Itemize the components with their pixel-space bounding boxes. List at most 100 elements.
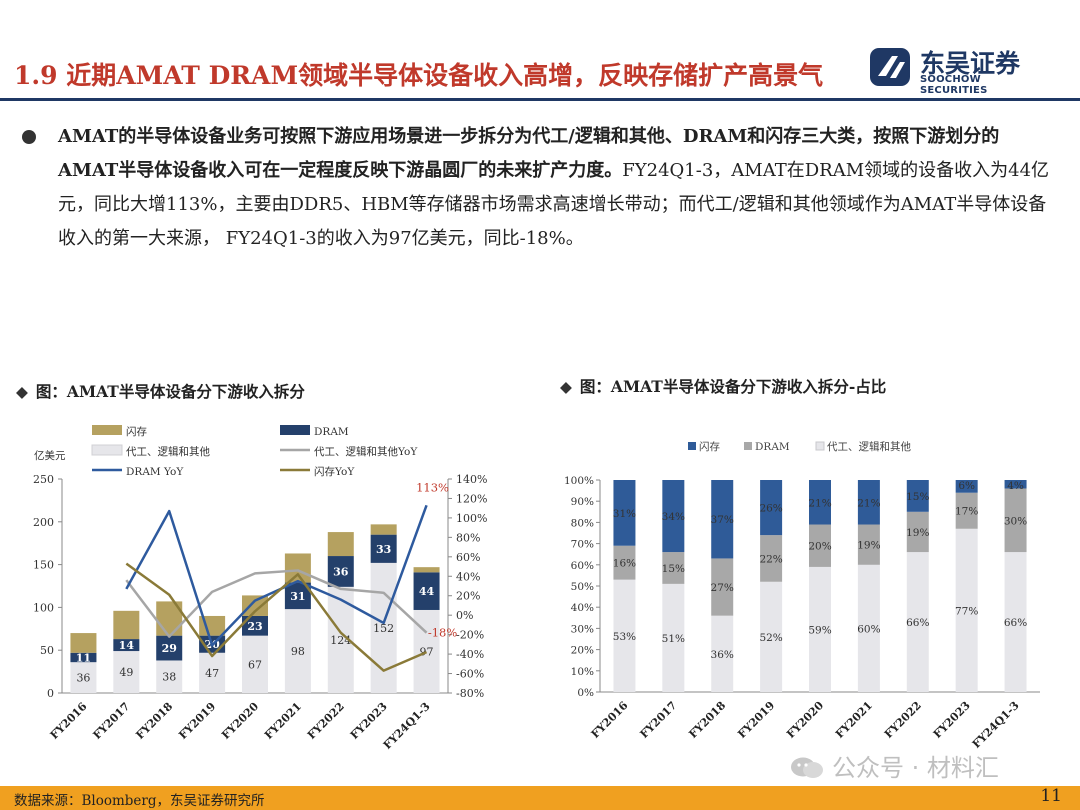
legend-swatch	[815, 441, 825, 451]
legend-label: DRAM	[755, 441, 790, 453]
legend-swatch	[92, 425, 122, 435]
share-label-flash: 6%	[958, 480, 975, 492]
x-tick-label: FY2021	[833, 699, 875, 741]
logo-mark-icon	[870, 48, 910, 86]
y2-tick-label: 40%	[456, 570, 480, 583]
summary-paragraph: AMAT的半导体设备业务可按照下游应用场景进一步拆分为代工/逻辑和其他、DRAM…	[58, 120, 1058, 256]
source-note: 数据来源：Bloomberg，东吴证券研究所	[14, 793, 265, 809]
y-tick-label: 20%	[571, 645, 594, 657]
y2-tick-label: 100%	[456, 512, 487, 525]
share-bar-foundry	[955, 528, 978, 692]
share-label-flash: 4%	[1007, 480, 1024, 492]
y-tick-label: 0%	[577, 687, 594, 699]
share-label-flash: 31%	[613, 508, 636, 520]
share-bar-dram	[613, 545, 636, 580]
legend-swatch	[688, 442, 696, 450]
diamond-icon: ◆	[16, 382, 28, 401]
bar-foundry	[284, 609, 311, 693]
share-label-flash: 26%	[759, 503, 782, 515]
bar-label-dram: 31	[290, 590, 305, 603]
share-bar-foundry	[711, 615, 734, 692]
footer-bar	[0, 786, 1080, 810]
share-bar-dram	[906, 511, 929, 553]
x-tick-label: FY2018	[133, 700, 175, 742]
bar-foundry	[113, 651, 140, 693]
share-bar-dram	[760, 535, 783, 582]
annotation-dram-yoy: 113%	[416, 480, 449, 494]
x-tick-label: FY2021	[262, 700, 304, 742]
y-axis-unit: 亿美元	[34, 449, 66, 462]
y2-tick-label: -20%	[456, 629, 484, 642]
legend-label: 代工、逻辑和其他	[126, 445, 210, 458]
y2-tick-label: -60%	[456, 668, 484, 681]
share-bar-foundry	[906, 552, 929, 692]
legend-label: 闪存	[126, 425, 147, 438]
bar-label-foundry: 49	[119, 666, 133, 679]
share-bar-dram	[955, 492, 978, 529]
y-tick-label: 80%	[571, 517, 594, 529]
logo-name: 东吴证券	[920, 49, 1021, 78]
y2-tick-label: 0%	[456, 609, 473, 622]
share-bar-flash	[662, 480, 685, 553]
share-bar-flash	[711, 480, 734, 559]
share-label-dram: 16%	[613, 558, 636, 570]
bar-foundry	[70, 662, 97, 693]
y2-tick-label: -40%	[456, 648, 484, 661]
legend-label: 代工、逻辑和其他YoY	[314, 445, 418, 458]
right-chart-caption: ◆ 图：AMAT半导体设备分下游收入拆分-占比	[560, 375, 886, 397]
bar-label-foundry: 97	[420, 645, 434, 658]
share-label-foundry: 36%	[711, 649, 734, 661]
y-tick-label: 40%	[571, 602, 594, 614]
share-bar-foundry	[1004, 552, 1027, 692]
y-tick-label: 100%	[564, 475, 594, 487]
bar-foundry	[156, 660, 183, 693]
share-label-foundry: 66%	[906, 617, 929, 629]
share-bar-dram	[711, 558, 734, 616]
y-tick-label: 250	[33, 473, 54, 486]
yoy-line	[125, 569, 428, 638]
bar-dram	[413, 572, 440, 610]
share-label-foundry: 52%	[759, 632, 782, 644]
share-label-foundry: 60%	[857, 623, 880, 635]
y-tick-label: 10%	[571, 666, 594, 678]
revenue-share-chart: 闪存 DRAM 代工、逻辑和其他 0% 10% 20% 30% 40% 50% 60% 70% 80%…	[564, 440, 1040, 751]
share-label-dram: 19%	[906, 527, 929, 539]
y2-tick-label: 80%	[456, 531, 480, 544]
yoy-line	[125, 504, 428, 647]
annotation-foundry-yoy: -18%	[428, 626, 458, 640]
share-label-dram: 22%	[759, 553, 782, 565]
share-bar-flash	[857, 480, 880, 525]
x-tick-label: FY24Q1-3	[381, 700, 433, 752]
share-label-dram: 17%	[955, 506, 978, 518]
legend-label: DRAM	[314, 426, 349, 438]
share-bar-dram	[809, 524, 831, 567]
bar-label-dram: 23	[247, 620, 262, 633]
x-tick-label: FY2023	[348, 700, 390, 742]
share-bar-foundry	[760, 581, 783, 692]
x-tick-label: FY2020	[784, 699, 826, 741]
bar-label-foundry: 47	[205, 667, 219, 680]
x-tick-label: FY2023	[931, 699, 973, 741]
header-divider	[0, 98, 1080, 101]
bar-flash	[284, 553, 311, 583]
x-tick-label: FY2017	[91, 700, 133, 742]
y2-tick-label: 20%	[456, 590, 480, 603]
bar-flash	[413, 567, 440, 573]
right-caption-text: 图：AMAT半导体设备分下游收入拆分-占比	[579, 377, 887, 396]
x-tick-label: FY2016	[48, 700, 90, 742]
revenue-breakdown-chart: 闪存 DRAM 代工、逻辑和其他 代工、逻辑和其他YoY DRAM YoY 闪存YoY 亿美…	[33, 425, 487, 752]
yoy-line	[125, 562, 428, 672]
bar-dram	[113, 639, 140, 652]
bar-label-foundry: 36	[76, 672, 90, 685]
bar-flash	[370, 524, 397, 535]
summary-normal: FY24Q1-3，AMAT在DRAM领域的设备收入为44亿元，同比大增113%，…	[58, 160, 1050, 249]
y-tick-label: 90%	[571, 496, 594, 508]
bar-flash	[113, 610, 140, 640]
share-label-foundry: 77%	[955, 605, 978, 617]
bar-flash	[242, 595, 268, 616]
x-tick-label: FY2019	[735, 699, 777, 741]
share-label-flash: 21%	[857, 497, 880, 509]
share-label-dram: 19%	[857, 540, 880, 552]
legend-swatch	[280, 425, 310, 435]
bar-flash	[327, 532, 354, 557]
